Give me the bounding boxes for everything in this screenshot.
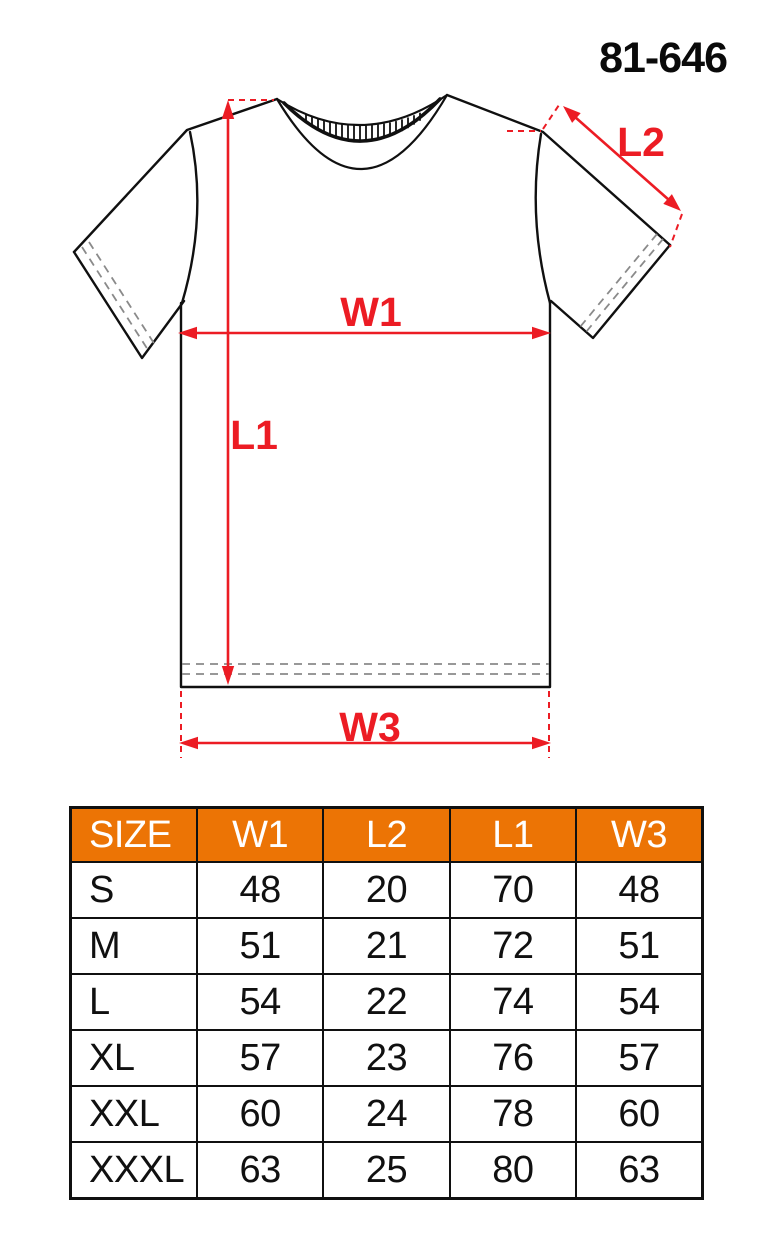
arrowhead-left-icon xyxy=(179,736,198,750)
label-w3: W3 xyxy=(339,704,401,750)
collar-front-band xyxy=(275,93,449,170)
value-cell: 48 xyxy=(195,861,325,919)
right-armhole-curve xyxy=(534,132,552,305)
table-row: S 48 20 70 48 xyxy=(69,861,704,919)
label-l2: L2 xyxy=(617,119,665,165)
value-cell: 63 xyxy=(195,1141,325,1200)
column-header-size: SIZE xyxy=(69,806,198,863)
size-cell: XXL xyxy=(69,1085,198,1143)
right-shoulder-line xyxy=(445,93,672,247)
arrowhead-left-icon xyxy=(178,326,197,340)
left-cuff-stitches xyxy=(81,241,158,354)
arrowhead-up-icon xyxy=(221,100,235,119)
left-shoulder-line xyxy=(72,97,279,254)
collar-rib-ticks xyxy=(305,112,421,141)
value-cell: 60 xyxy=(575,1085,704,1143)
value-cell: 23 xyxy=(322,1029,451,1087)
value-cell: 70 xyxy=(448,861,578,919)
value-cell: 54 xyxy=(195,973,325,1031)
value-cell: 25 xyxy=(322,1141,451,1200)
hem-stitches xyxy=(182,663,549,675)
value-cell: 51 xyxy=(195,917,325,975)
table-row: XXXL 63 25 80 63 xyxy=(69,1141,704,1200)
column-header-w1: W1 xyxy=(195,806,325,863)
left-armhole-curve xyxy=(180,130,199,305)
label-w1: W1 xyxy=(340,289,402,335)
value-cell: 78 xyxy=(448,1085,578,1143)
column-header-w3: W3 xyxy=(575,806,704,863)
dimension-w1-arrow xyxy=(178,326,551,340)
value-cell: 72 xyxy=(448,917,578,975)
value-cell: 57 xyxy=(195,1029,325,1087)
value-cell: 20 xyxy=(322,861,451,919)
column-header-l2: L2 xyxy=(322,806,451,863)
extension-lines xyxy=(180,99,683,758)
tshirt-measurement-diagram: W1 L1 L2 W3 xyxy=(72,93,683,758)
right-cuff-stitches xyxy=(579,233,664,333)
tshirt-outline xyxy=(72,93,672,689)
value-cell: 54 xyxy=(575,973,704,1031)
arrowhead-right-icon xyxy=(532,736,551,750)
dimension-l2-arrow xyxy=(563,106,681,211)
size-chart-table: SIZE W1 L2 L1 W3 S 48 20 70 48 M 51 21 7… xyxy=(69,806,704,1200)
value-cell: 80 xyxy=(448,1141,578,1200)
value-cell: 60 xyxy=(195,1085,325,1143)
value-cell: 21 xyxy=(322,917,451,975)
value-cell: 74 xyxy=(448,973,578,1031)
arrowhead-right-icon xyxy=(532,326,551,340)
dimension-w3-arrow xyxy=(179,736,551,750)
column-header-l1: L1 xyxy=(448,806,578,863)
size-cell: S xyxy=(69,861,198,919)
value-cell: 63 xyxy=(575,1141,704,1200)
label-l1: L1 xyxy=(230,412,278,458)
stitch-lines xyxy=(81,233,664,675)
value-cell: 76 xyxy=(448,1029,578,1087)
size-cell: XL xyxy=(69,1029,198,1087)
arrowhead-downright-icon xyxy=(663,194,681,211)
table-row: L 54 22 74 54 xyxy=(69,973,704,1031)
value-cell: 57 xyxy=(575,1029,704,1087)
value-cell: 22 xyxy=(322,973,451,1031)
value-cell: 24 xyxy=(322,1085,451,1143)
size-cell: L xyxy=(69,973,198,1031)
table-row: M 51 21 72 51 xyxy=(69,917,704,975)
table-row: XXL 60 24 78 60 xyxy=(69,1085,704,1143)
table-row: XL 57 23 76 57 xyxy=(69,1029,704,1087)
table-header-row: SIZE W1 L2 L1 W3 xyxy=(69,806,704,863)
dimension-lines xyxy=(178,99,683,758)
arrowhead-upleft-icon xyxy=(563,106,581,123)
value-cell: 51 xyxy=(575,917,704,975)
right-sleeve-cuff xyxy=(549,243,672,340)
collar-back-seam xyxy=(282,97,442,143)
left-sleeve-cuff xyxy=(72,250,186,360)
value-cell: 48 xyxy=(575,861,704,919)
collar-opening-curve xyxy=(275,93,449,127)
dimension-l1-arrow xyxy=(221,100,235,685)
arrowhead-down-icon xyxy=(221,666,235,685)
body-outline xyxy=(179,301,552,689)
size-cell: M xyxy=(69,917,198,975)
size-cell: XXXL xyxy=(69,1141,198,1200)
collar xyxy=(275,93,449,170)
product-code: 81-646 xyxy=(599,34,728,82)
